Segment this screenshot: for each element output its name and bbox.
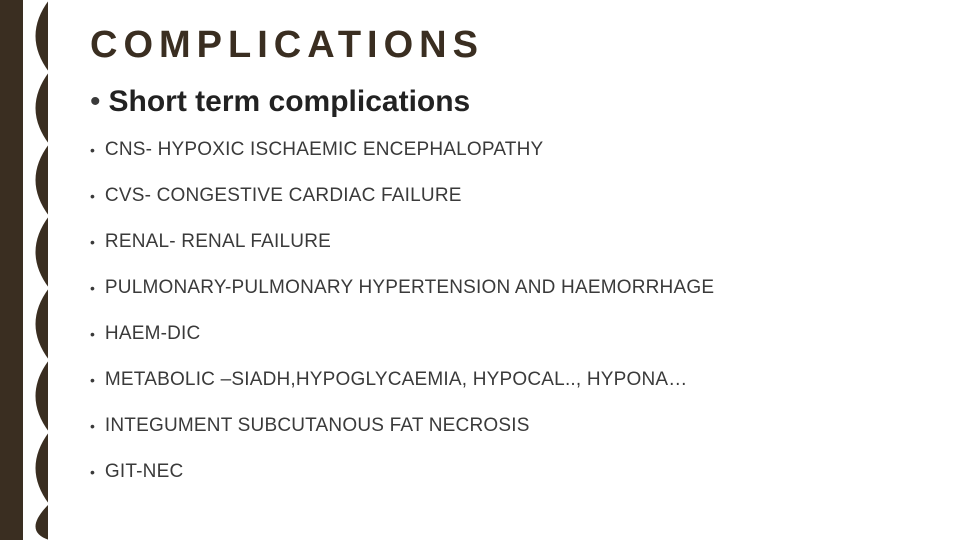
bullet-icon: • [90, 87, 101, 117]
subtitle-row: • Short term complications [90, 85, 940, 119]
item-text: METABOLIC –SIADH,HYPOGLYCAEMIA, HYPOCAL.… [105, 369, 688, 391]
list-item: • METABOLIC –SIADH,HYPOGLYCAEMIA, HYPOCA… [90, 369, 940, 391]
bullet-icon: • [90, 280, 95, 296]
bullet-icon: • [90, 188, 95, 204]
item-text: HAEM-DIC [105, 323, 201, 345]
slide-title: COMPLICATIONS [90, 24, 940, 67]
list-item: • HAEM-DIC [90, 323, 940, 345]
slide-subtitle: Short term complications [109, 85, 471, 119]
list-item: • CVS- CONGESTIVE CARDIAC FAILURE [90, 185, 940, 207]
list-item: • PULMONARY-PULMONARY HYPERTENSION AND H… [90, 277, 940, 299]
bullet-icon: • [90, 326, 95, 342]
list-item: • INTEGUMENT SUBCUTANOUS FAT NECROSIS [90, 415, 940, 437]
bullet-icon: • [90, 372, 95, 388]
item-text: RENAL- RENAL FAILURE [105, 231, 331, 253]
decorative-left-strip [0, 0, 48, 540]
bullet-icon: • [90, 464, 95, 480]
bullet-icon: • [90, 418, 95, 434]
bullet-icon: • [90, 234, 95, 250]
list-item: • GIT-NEC [90, 461, 940, 483]
item-text: GIT-NEC [105, 461, 183, 483]
item-text: CVS- CONGESTIVE CARDIAC FAILURE [105, 185, 462, 207]
item-text: CNS- HYPOXIC ISCHAEMIC ENCEPHALOPATHY [105, 139, 544, 161]
item-text: INTEGUMENT SUBCUTANOUS FAT NECROSIS [105, 415, 530, 437]
bullet-icon: • [90, 142, 95, 158]
slide-content: COMPLICATIONS • Short term complications… [90, 24, 940, 507]
item-text: PULMONARY-PULMONARY HYPERTENSION AND HAE… [105, 277, 714, 299]
wave-edge [23, 0, 49, 540]
list-item: • CNS- HYPOXIC ISCHAEMIC ENCEPHALOPATHY [90, 139, 940, 161]
list-item: • RENAL- RENAL FAILURE [90, 231, 940, 253]
